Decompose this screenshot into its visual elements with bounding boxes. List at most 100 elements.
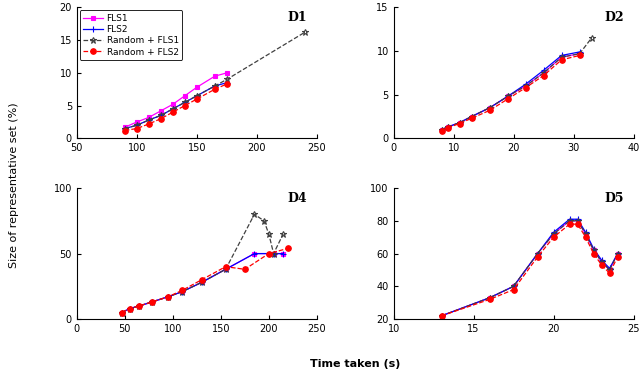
Random + FLS1 [250, 212, 258, 217]
FLS2 [606, 266, 614, 270]
Random + FLS1 [598, 260, 605, 264]
FLS2 [121, 126, 129, 131]
Random + FLS2 [181, 104, 189, 108]
FLS2 [198, 280, 205, 285]
Random + FLS2 [164, 295, 172, 299]
Random + FLS1 [468, 114, 476, 119]
Random + FLS2 [534, 255, 541, 259]
Random + FLS2 [582, 235, 589, 239]
Random + FLS2 [550, 235, 557, 239]
Random + FLS1 [193, 93, 201, 98]
FLS1 [221, 267, 229, 272]
FLS1 [118, 310, 125, 315]
Random + FLS1 [133, 123, 141, 128]
FLS1 [250, 252, 258, 256]
FLS2 [270, 252, 278, 256]
FLS1 [125, 306, 134, 311]
Random + FLS1 [606, 268, 614, 272]
Line: FLS1: FLS1 [439, 51, 582, 132]
FLS1 [614, 252, 621, 256]
FLS1 [169, 102, 177, 106]
Random + FLS2 [486, 108, 493, 113]
Random + FLS1 [590, 248, 598, 253]
Random + FLS2 [118, 310, 125, 315]
Random + FLS1 [148, 300, 156, 304]
FLS1 [279, 252, 287, 256]
Random + FLS2 [125, 306, 134, 311]
FLS2 [164, 295, 172, 299]
Random + FLS2 [504, 97, 511, 101]
Random + FLS1 [301, 30, 308, 35]
Random + FLS2 [157, 116, 164, 121]
Random + FLS2 [438, 313, 445, 318]
FLS2 [582, 230, 589, 234]
Random + FLS1 [504, 94, 511, 99]
Random + FLS2 [444, 126, 451, 130]
Text: D1: D1 [287, 12, 307, 24]
FLS1 [510, 284, 518, 289]
Text: D4: D4 [287, 192, 307, 205]
Random + FLS2 [606, 271, 614, 275]
FLS1 [223, 70, 230, 75]
Random + FLS1 [614, 252, 621, 256]
Random + FLS2 [590, 252, 598, 256]
FLS1 [157, 109, 164, 113]
Text: D2: D2 [604, 12, 624, 24]
FLS2 [125, 306, 134, 311]
Random + FLS2 [540, 73, 547, 78]
FLS2 [438, 127, 445, 132]
FLS1 [550, 232, 557, 236]
FLS2 [510, 284, 518, 289]
FLS1 [211, 74, 219, 78]
Random + FLS1 [136, 304, 143, 308]
FLS1 [438, 127, 445, 132]
Line: Random + FLS1: Random + FLS1 [438, 35, 595, 133]
Random + FLS1 [145, 118, 153, 122]
FLS2 [504, 94, 511, 99]
FLS1 [148, 300, 156, 304]
FLS2 [566, 217, 573, 221]
Random + FLS2 [211, 87, 219, 92]
Line: Random + FLS1: Random + FLS1 [118, 211, 287, 316]
FLS1 [582, 232, 589, 236]
FLS1 [590, 248, 598, 253]
Random + FLS1 [558, 55, 566, 59]
FLS1 [534, 252, 541, 256]
FLS2 [486, 296, 493, 300]
FLS2 [279, 252, 287, 256]
FLS2 [179, 289, 186, 294]
Random + FLS2 [574, 222, 582, 226]
Random + FLS2 [576, 53, 584, 58]
Random + FLS2 [198, 278, 205, 282]
FLS1 [606, 268, 614, 272]
FLS1 [576, 52, 584, 56]
Random + FLS1 [522, 84, 529, 88]
Random + FLS2 [133, 126, 141, 131]
Random + FLS2 [193, 97, 201, 101]
Random + FLS1 [588, 36, 595, 40]
Text: D5: D5 [605, 192, 624, 205]
Random + FLS2 [510, 288, 518, 292]
Random + FLS1 [444, 125, 451, 129]
FLS1 [504, 94, 511, 99]
Random + FLS1 [486, 296, 493, 300]
FLS2 [598, 258, 605, 262]
Random + FLS1 [582, 232, 589, 236]
FLS2 [193, 93, 201, 98]
FLS1 [133, 120, 141, 124]
Random + FLS1 [223, 77, 230, 82]
Random + FLS2 [241, 267, 249, 272]
FLS2 [456, 121, 463, 125]
FLS2 [169, 107, 177, 111]
Random + FLS1 [221, 267, 229, 272]
FLS2 [133, 123, 141, 128]
Random + FLS2 [566, 222, 573, 226]
FLS2 [614, 252, 621, 256]
Random + FLS1 [510, 284, 518, 289]
Random + FLS1 [198, 280, 205, 285]
FLS1 [270, 252, 278, 256]
Line: Random + FLS2: Random + FLS2 [119, 246, 291, 315]
Random + FLS2 [438, 128, 445, 133]
FLS2 [211, 84, 219, 88]
Random + FLS1 [260, 219, 268, 223]
